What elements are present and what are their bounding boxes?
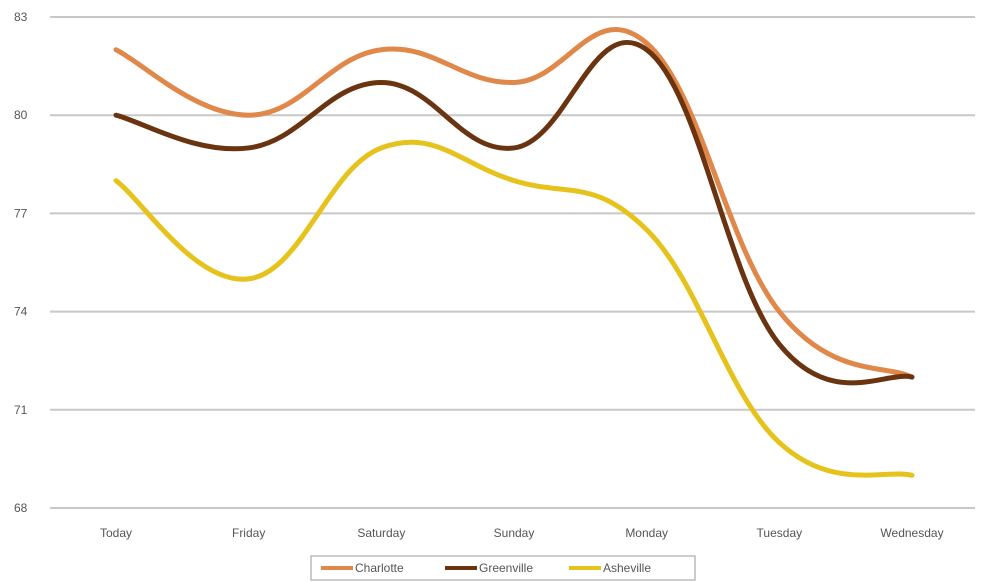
x-tick-label: Tuesday (757, 526, 803, 540)
y-axis-tick-labels: 68 71 74 77 80 83 (14, 10, 28, 515)
x-tick-label: Monday (625, 526, 668, 540)
series-line-charlotte (113, 27, 915, 380)
legend-label-charlotte: Charlotte (355, 561, 404, 575)
x-tick-label: Friday (232, 526, 265, 540)
series-line-asheville (113, 139, 915, 478)
x-tick-label: Today (100, 526, 132, 540)
y-tick-label: 74 (14, 305, 28, 319)
x-axis-tick-labels: Today Friday Saturday Sunday Monday Tuesday We… (100, 526, 944, 540)
y-tick-label: 68 (14, 501, 28, 515)
legend-box (310, 555, 696, 581)
legend-label-greenville: Greenville (479, 561, 533, 575)
series-lines (113, 27, 915, 478)
y-tick-label: 77 (14, 206, 28, 220)
x-tick-label: Sunday (494, 526, 535, 540)
x-tick-label: Wednesday (880, 526, 943, 540)
y-tick-label: 71 (14, 403, 28, 417)
x-tick-label: Saturday (357, 526, 405, 540)
series-line-greenville (113, 39, 915, 386)
gridlines (50, 16, 975, 509)
legend-label-asheville: Asheville (603, 561, 651, 575)
legend: Charlotte Greenville Asheville (310, 555, 696, 581)
y-tick-label: 83 (14, 10, 28, 24)
y-tick-label: 80 (14, 108, 28, 122)
